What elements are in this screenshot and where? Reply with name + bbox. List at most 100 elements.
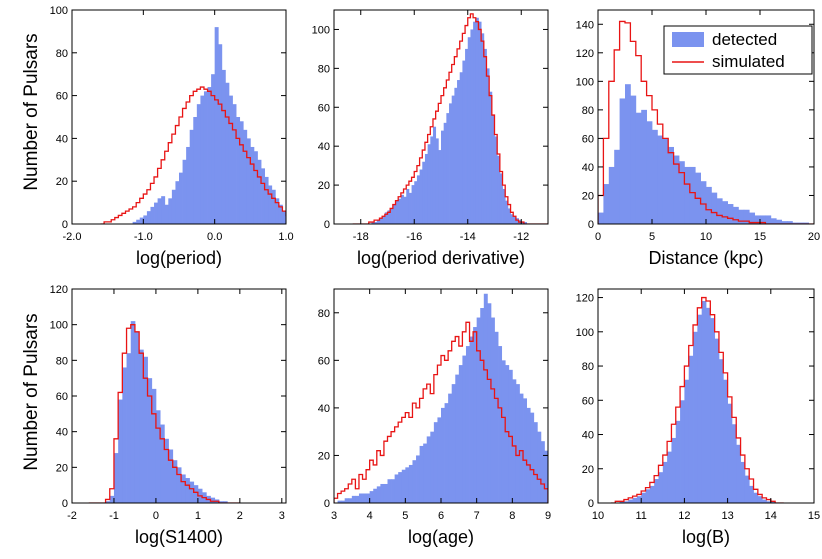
bar-pdot bbox=[411, 185, 415, 224]
series-detected-bfield bbox=[619, 300, 776, 503]
bar-s1400 bbox=[105, 501, 111, 503]
series-detected-distance bbox=[598, 84, 809, 224]
bar-s1400 bbox=[223, 501, 228, 503]
y-tick-label-pdot: 60 bbox=[318, 102, 330, 114]
bar-age bbox=[494, 331, 499, 503]
bar-age bbox=[501, 360, 506, 503]
bar-bfield bbox=[693, 331, 698, 503]
bar-bfield bbox=[731, 424, 737, 503]
bar-distance bbox=[781, 221, 788, 224]
series-detected-s1400 bbox=[105, 321, 228, 503]
bar-s1400 bbox=[168, 449, 174, 503]
bar-period bbox=[200, 95, 205, 224]
y-tick-label-distance: 80 bbox=[582, 105, 594, 117]
bar-age bbox=[515, 384, 520, 503]
bar-period bbox=[264, 176, 269, 224]
series-detected-pdot bbox=[371, 17, 527, 224]
bar-age bbox=[376, 486, 381, 503]
bar-pdot bbox=[438, 150, 442, 224]
bar-pdot bbox=[427, 144, 431, 224]
y-tick-label-distance: 140 bbox=[576, 19, 594, 31]
bar-distance bbox=[662, 138, 669, 224]
bar-pdot bbox=[475, 17, 479, 224]
bar-period bbox=[293, 220, 297, 224]
y-tick-label-s1400: 80 bbox=[56, 355, 68, 367]
bar-bfield bbox=[701, 300, 707, 503]
y-tick-label-period: 100 bbox=[50, 5, 68, 17]
bar-age bbox=[366, 493, 371, 503]
bar-period bbox=[246, 138, 251, 224]
bar-distance bbox=[619, 98, 626, 224]
bar-age bbox=[476, 317, 481, 503]
bar-period bbox=[236, 117, 241, 224]
bar-age bbox=[483, 293, 488, 503]
y-tick-label-age: 40 bbox=[318, 403, 330, 415]
bar-period bbox=[221, 69, 226, 224]
bar-s1400 bbox=[210, 497, 216, 503]
bar-age bbox=[401, 469, 406, 503]
bar-age bbox=[437, 417, 442, 503]
bar-pdot bbox=[390, 208, 394, 224]
y-tick-label-period: 20 bbox=[56, 176, 68, 188]
bar-age bbox=[358, 493, 363, 503]
bar-s1400 bbox=[143, 356, 148, 503]
x-tick-label-bfield: 11 bbox=[635, 510, 646, 522]
bar-bfield bbox=[749, 485, 754, 503]
x-tick-label-age: 3 bbox=[331, 510, 337, 522]
bar-bfield bbox=[736, 444, 741, 503]
bar-pdot bbox=[491, 115, 495, 224]
bar-bfield bbox=[658, 472, 664, 503]
y-tick-label-bfield: 100 bbox=[576, 327, 594, 339]
series-detected-period bbox=[132, 27, 297, 224]
y-tick-label-period: 80 bbox=[56, 48, 68, 60]
bar-distance bbox=[625, 84, 631, 224]
x-axis-label-period: log(period) bbox=[136, 248, 222, 268]
series-simulated-line-distance bbox=[598, 20, 814, 224]
bar-age bbox=[444, 403, 449, 503]
bar-pdot bbox=[441, 130, 445, 224]
bar-age bbox=[341, 500, 346, 503]
bar-period bbox=[225, 82, 230, 224]
y-tick-label-s1400: 100 bbox=[50, 320, 68, 332]
bar-distance bbox=[776, 219, 782, 224]
plot-area-age bbox=[334, 293, 548, 503]
y-tick-label-pdot: 100 bbox=[312, 24, 330, 36]
bar-pdot bbox=[507, 208, 511, 224]
bar-period bbox=[171, 189, 176, 224]
bar-distance bbox=[727, 204, 734, 224]
bar-age bbox=[398, 472, 403, 503]
bar-distance bbox=[706, 186, 712, 224]
x-tick-label-distance: 20 bbox=[808, 231, 820, 243]
x-tick-label-age: 4 bbox=[367, 510, 373, 522]
x-tick-label-age: 6 bbox=[438, 510, 444, 522]
y-tick-label-bfield: 80 bbox=[582, 361, 594, 373]
bar-distance bbox=[743, 209, 750, 224]
bar-age bbox=[480, 308, 485, 503]
bar-pdot bbox=[443, 122, 447, 224]
bar-age bbox=[451, 384, 456, 503]
y-tick-label-pdot: 20 bbox=[318, 180, 330, 192]
bar-distance bbox=[754, 215, 761, 224]
bar-pdot bbox=[387, 210, 391, 224]
bar-bfield bbox=[680, 400, 685, 503]
bar-period bbox=[228, 95, 233, 224]
bar-distance bbox=[797, 222, 804, 224]
bar-period bbox=[257, 159, 262, 224]
bar-pdot bbox=[510, 214, 514, 224]
y-tick-label-s1400: 60 bbox=[56, 391, 68, 403]
x-tick-label-period: 0.0 bbox=[207, 231, 222, 243]
plot-area-s1400 bbox=[88, 321, 240, 503]
figure-ylabel-bottom: Number of Pulsars bbox=[21, 313, 42, 470]
bar-period bbox=[154, 202, 158, 224]
bar-pdot bbox=[523, 222, 527, 224]
plot-area-distance bbox=[598, 20, 814, 224]
bar-period bbox=[196, 104, 201, 224]
bar-period bbox=[189, 129, 194, 224]
bar-pdot bbox=[419, 169, 423, 224]
bar-s1400 bbox=[113, 453, 119, 503]
bar-bfield bbox=[675, 420, 681, 503]
bar-age bbox=[512, 379, 517, 503]
bar-age bbox=[419, 445, 424, 503]
bar-s1400 bbox=[126, 353, 132, 503]
y-tick-label-distance: 20 bbox=[582, 190, 594, 202]
